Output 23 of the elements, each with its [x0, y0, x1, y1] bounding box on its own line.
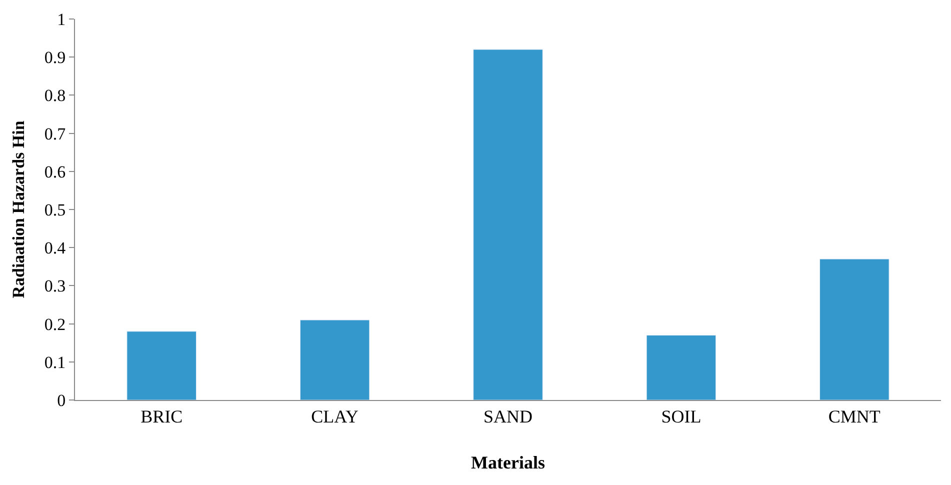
- y-tick-label: 0.2: [44, 314, 66, 334]
- x-tick-label: SAND: [483, 406, 533, 427]
- y-tick-label: 0.3: [44, 276, 66, 296]
- x-tick-label: CMNT: [828, 406, 880, 427]
- y-tick-label: 1: [57, 10, 66, 29]
- bar: [473, 49, 543, 400]
- x-tick-label: CLAY: [311, 406, 358, 427]
- y-tick-label: 0.5: [44, 200, 66, 220]
- y-tick-label: 0.1: [44, 352, 66, 372]
- y-tick-label: 0.4: [44, 238, 66, 258]
- bar: [300, 320, 370, 400]
- bar: [646, 334, 716, 400]
- y-tick-label: 0: [57, 390, 66, 410]
- y-tick-label: 0.6: [44, 162, 66, 182]
- y-tick-label: 0.7: [44, 124, 66, 144]
- y-tick-label: 0.9: [44, 48, 66, 68]
- bar: [820, 258, 890, 400]
- x-tick-label: BRIC: [140, 406, 183, 427]
- bar: [126, 331, 196, 400]
- x-axis-title: Materials: [471, 452, 545, 473]
- x-tick-label: SOIL: [661, 406, 702, 427]
- y-tick-label: 0.8: [44, 86, 66, 106]
- y-axis-title: Radiaation Hazards Hin: [8, 120, 28, 298]
